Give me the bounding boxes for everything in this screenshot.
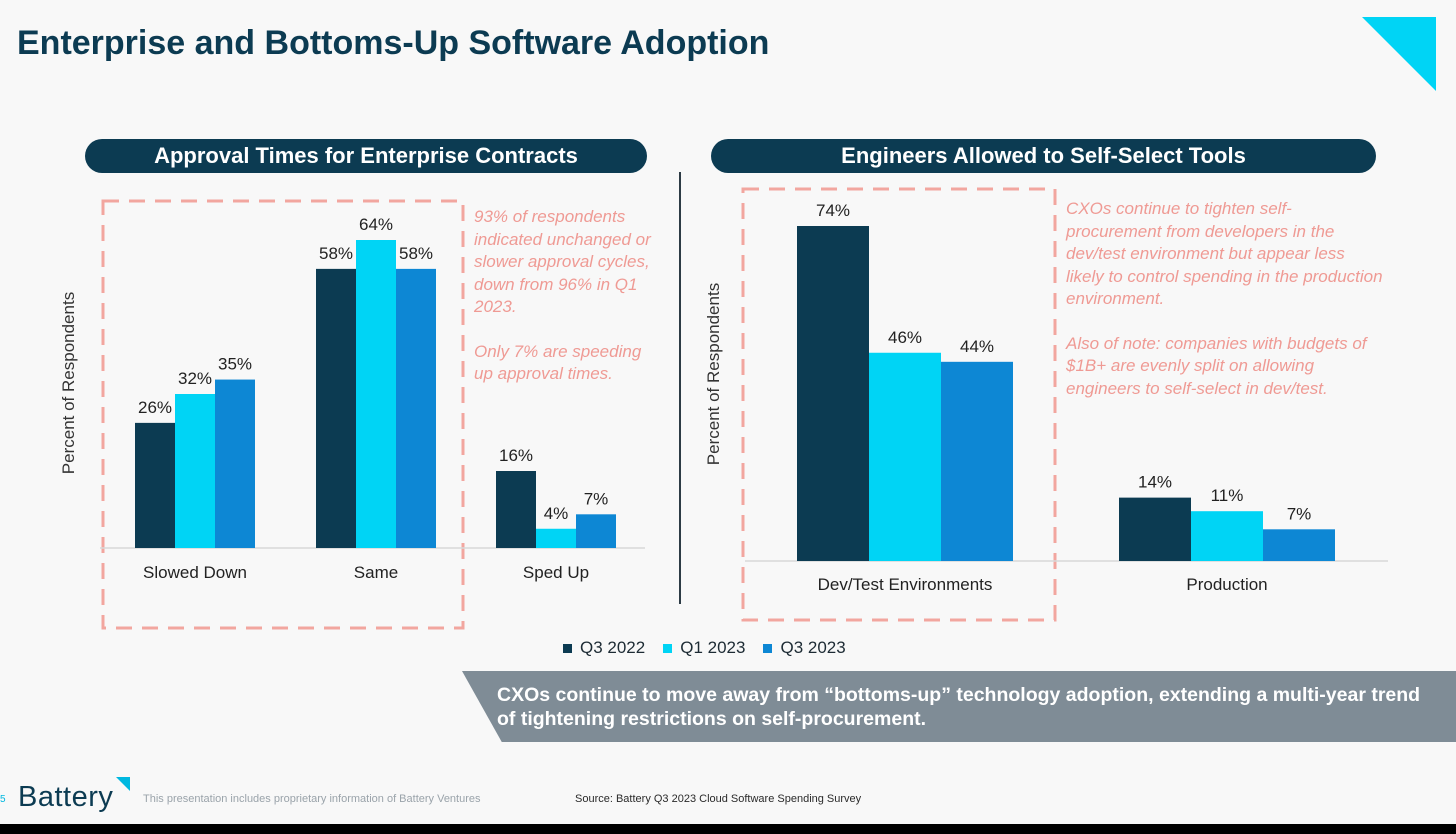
data-label: 7% — [584, 489, 609, 508]
annotation-right-line-1: CXOs continue to tighten self-procuremen… — [1066, 199, 1383, 308]
bar — [175, 394, 215, 548]
legend-item-q1-2023: Q1 2023 — [663, 638, 745, 658]
y-axis-label: Percent of Respondents — [704, 283, 723, 465]
highlight-box — [101, 199, 465, 630]
takeaway-banner — [462, 671, 1456, 742]
page-number: 5 — [0, 794, 6, 805]
corner-triangle-decoration — [1362, 17, 1436, 91]
annotation-left: 93% of respondents indicated unchanged o… — [474, 206, 664, 386]
highlight-box — [741, 187, 1057, 622]
data-label: 44% — [960, 337, 994, 356]
bar — [941, 361, 1013, 561]
category-label: Sped Up — [523, 563, 589, 582]
data-label: 32% — [178, 369, 212, 388]
legend: Q3 2022 Q1 2023 Q3 2023 — [563, 638, 846, 658]
bar — [1119, 497, 1191, 561]
chart-title-approval-times: Approval Times for Enterprise Contracts — [85, 139, 647, 173]
bar — [396, 268, 436, 548]
bar — [215, 379, 255, 548]
page-title: Enterprise and Bottoms-Up Software Adopt… — [17, 24, 770, 62]
legend-label: Q3 2023 — [780, 638, 846, 657]
legend-label: Q3 2022 — [580, 638, 646, 657]
bar — [135, 422, 175, 548]
data-label: 58% — [399, 244, 433, 263]
chart-divider — [679, 172, 681, 604]
annotation-left-line-1: 93% of respondents indicated unchanged o… — [474, 207, 651, 316]
category-label: Dev/Test Environments — [818, 575, 993, 594]
annotation-right-line-2: Also of note: companies with budgets of … — [1066, 333, 1367, 398]
category-label: Same — [354, 563, 398, 582]
data-label: 11% — [1211, 486, 1244, 505]
battery-logo: Battery — [18, 781, 114, 813]
legend-swatch — [763, 643, 773, 653]
bottom-bar — [0, 824, 1456, 834]
annotation-right: CXOs continue to tighten self-procuremen… — [1066, 198, 1386, 400]
legend-item-q3-2023: Q3 2023 — [763, 638, 846, 658]
bar — [797, 226, 869, 561]
annotation-left-line-2: Only 7% are speeding up approval times. — [474, 341, 642, 384]
data-label: 16% — [499, 446, 533, 465]
legend-swatch — [563, 643, 572, 653]
bar — [1191, 511, 1263, 561]
y-axis-label: Percent of Respondents — [59, 292, 78, 474]
legend-label: Q1 2023 — [680, 638, 746, 657]
footer-disclaimer: This presentation includes proprietary i… — [143, 793, 481, 805]
bar — [536, 528, 576, 548]
data-label: 74% — [816, 201, 850, 220]
legend-item-q3-2022: Q3 2022 — [563, 638, 645, 658]
bar — [1263, 529, 1335, 561]
chart-title-self-select-tools: Engineers Allowed to Self-Select Tools — [711, 139, 1376, 173]
footer-source: Source: Battery Q3 2023 Cloud Software S… — [575, 793, 862, 805]
category-label: Production — [1186, 575, 1267, 594]
bar — [316, 268, 356, 548]
bar — [869, 352, 941, 561]
legend-swatch — [663, 643, 673, 653]
category-label: Slowed Down — [143, 563, 247, 582]
data-label: 58% — [319, 244, 353, 263]
data-label: 14% — [1138, 473, 1172, 492]
bar — [356, 240, 396, 548]
data-label: 4% — [544, 504, 569, 523]
logo-mark-icon — [116, 777, 130, 791]
data-label: 7% — [1287, 504, 1312, 523]
takeaway-banner-text: CXOs continue to move away from “bottoms… — [497, 684, 1421, 730]
data-label: 35% — [218, 355, 252, 374]
bar — [576, 514, 616, 548]
data-label: 26% — [138, 398, 172, 417]
data-label: 46% — [888, 328, 922, 347]
bar — [496, 471, 536, 548]
data-label: 64% — [359, 215, 393, 234]
